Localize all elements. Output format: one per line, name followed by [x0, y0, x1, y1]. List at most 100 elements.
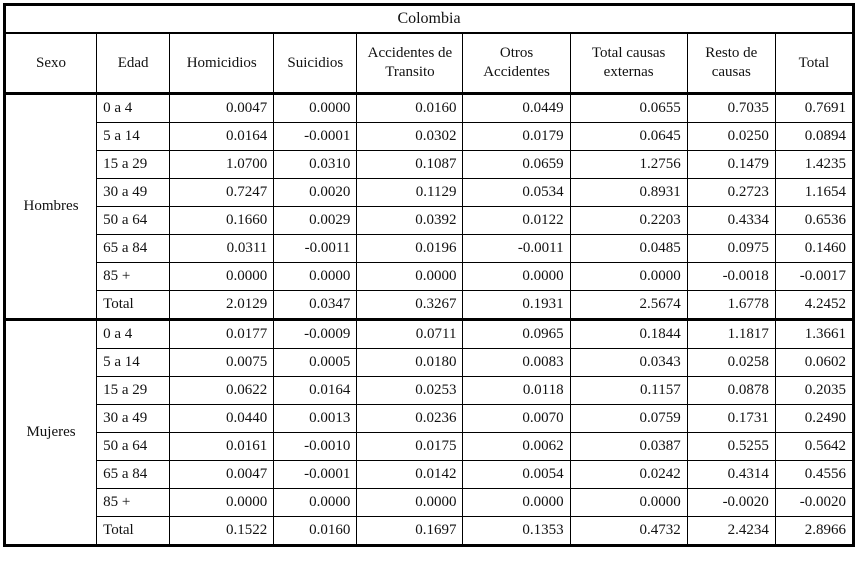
value-cell: 0.0164 [273, 376, 358, 405]
value-cell: 0.0000 [462, 262, 571, 291]
value-cell: 0.1931 [462, 290, 571, 320]
value-cell: -0.0011 [462, 234, 571, 263]
age-cell: 5 a 14 [96, 348, 171, 377]
value-cell: 0.0054 [462, 460, 571, 489]
value-cell: 0.0118 [462, 376, 571, 405]
value-cell: 0.1157 [569, 376, 688, 405]
value-cell: 0.0242 [569, 460, 688, 489]
value-cell: 0.0160 [356, 93, 464, 123]
value-cell: 0.0485 [569, 234, 688, 263]
age-cell: 15 a 29 [96, 150, 171, 179]
age-cell: Total [96, 516, 171, 546]
value-cell: 0.5255 [686, 432, 776, 461]
value-cell: 0.0894 [774, 122, 855, 151]
table-row: 50 a 64 0.0161 -0.0010 0.0175 0.0062 0.0… [5, 432, 855, 461]
value-cell: 0.1522 [169, 516, 275, 546]
value-cell: 0.0655 [569, 93, 688, 123]
table-row: 15 a 29 1.0700 0.0310 0.1087 0.0659 1.27… [5, 150, 855, 179]
value-cell: 0.4556 [774, 460, 855, 489]
value-cell: 0.0311 [169, 234, 275, 263]
value-cell: -0.0009 [273, 318, 358, 349]
value-cell: 0.0343 [569, 348, 688, 377]
mortality-decomposition-table: Colombia Sexo Edad Homicidios Suicidios … [3, 3, 855, 547]
value-cell: 0.0965 [462, 318, 571, 349]
value-cell: -0.0020 [774, 488, 855, 517]
value-cell: 0.0302 [356, 122, 464, 151]
value-cell: 0.8931 [569, 178, 688, 207]
age-cell: 5 a 14 [96, 122, 171, 151]
col-header-homicidios: Homicidios [169, 32, 275, 95]
value-cell: -0.0017 [774, 262, 855, 291]
value-cell: 0.0645 [569, 122, 688, 151]
value-cell: 0.0000 [169, 488, 275, 517]
col-header-accidentes-transito: Accidentes de Transito [356, 32, 464, 95]
header-row: Sexo Edad Homicidios Suicidios Accidente… [3, 32, 855, 95]
value-cell: 0.0175 [356, 432, 464, 461]
value-cell: 0.0622 [169, 376, 275, 405]
age-cell: 50 a 64 [96, 432, 171, 461]
age-cell: 85 + [96, 262, 171, 291]
value-cell: 0.0070 [462, 404, 571, 433]
value-cell: 0.0122 [462, 206, 571, 235]
value-cell: 2.8966 [774, 516, 855, 546]
col-header-sexo: Sexo [3, 32, 98, 95]
table-row: Hombres 0 a 4 0.0047 0.0000 0.0160 0.044… [3, 93, 855, 320]
value-cell: 0.0975 [686, 234, 776, 263]
value-cell: 0.1087 [356, 150, 464, 179]
age-cell: Total [96, 290, 171, 320]
value-cell: 0.3267 [356, 290, 464, 320]
table-row: 85 + 0.0000 0.0000 0.0000 0.0000 0.0000 … [5, 262, 855, 291]
age-cell: 85 + [96, 488, 171, 517]
sex-group-label-mujeres: Mujeres [3, 318, 98, 546]
value-cell: 0.1460 [774, 234, 855, 263]
value-cell: 0.0000 [356, 262, 464, 291]
value-cell: 0.7247 [169, 178, 275, 207]
value-cell: 0.1479 [686, 150, 776, 179]
value-cell: 0.0083 [462, 348, 571, 377]
table-row-total: Total 0.1522 0.0160 0.1697 0.1353 0.4732… [5, 516, 855, 546]
value-cell: 0.1844 [569, 318, 688, 349]
table-title: Colombia [4, 4, 854, 34]
table-row: 30 a 49 0.7247 0.0020 0.1129 0.0534 0.89… [5, 178, 855, 207]
value-cell: -0.0001 [273, 122, 358, 151]
value-cell: 0.1731 [686, 404, 776, 433]
section-mujeres: Mujeres 0 a 4 0.0177 -0.0009 0.0711 0.09… [3, 318, 855, 546]
value-cell: 0.2035 [774, 376, 855, 405]
title-row: Colombia [4, 4, 854, 34]
value-cell: 0.0878 [686, 376, 776, 405]
value-cell: 0.0000 [569, 262, 688, 291]
section-hombres: Hombres 0 a 4 0.0047 0.0000 0.0160 0.044… [3, 93, 855, 320]
value-cell: 0.0179 [462, 122, 571, 151]
table-row: 5 a 14 0.0164 -0.0001 0.0302 0.0179 0.06… [5, 122, 855, 151]
value-cell: 0.5642 [774, 432, 855, 461]
value-cell: 2.4234 [686, 516, 776, 546]
value-cell: 0.0142 [356, 460, 464, 489]
value-cell: 0.0000 [273, 488, 358, 517]
value-cell: 0.0013 [273, 404, 358, 433]
value-cell: 0.0005 [273, 348, 358, 377]
value-cell: 1.3661 [774, 318, 855, 349]
value-cell: 0.0000 [273, 93, 358, 123]
age-cell: 0 a 4 [96, 318, 171, 349]
value-cell: -0.0011 [273, 234, 358, 263]
value-cell: 0.0000 [462, 488, 571, 517]
col-header-otros-accidentes: Otros Accidentes [462, 32, 571, 95]
value-cell: 0.0180 [356, 348, 464, 377]
value-cell: 0.0000 [356, 488, 464, 517]
value-cell: 0.0029 [273, 206, 358, 235]
value-cell: -0.0010 [273, 432, 358, 461]
value-cell: 0.7035 [686, 93, 776, 123]
col-header-resto-de-causas: Resto de causas [686, 32, 776, 95]
value-cell: 0.0602 [774, 348, 855, 377]
value-cell: 1.0700 [169, 150, 275, 179]
value-cell: 0.0250 [686, 122, 776, 151]
value-cell: -0.0001 [273, 460, 358, 489]
value-cell: -0.0020 [686, 488, 776, 517]
col-header-suicidios: Suicidios [273, 32, 358, 95]
value-cell: 4.2452 [774, 290, 855, 320]
value-cell: 0.0062 [462, 432, 571, 461]
value-cell: 0.0449 [462, 93, 571, 123]
value-cell: 0.0047 [169, 93, 275, 123]
value-cell: 0.0020 [273, 178, 358, 207]
value-cell: 0.0161 [169, 432, 275, 461]
